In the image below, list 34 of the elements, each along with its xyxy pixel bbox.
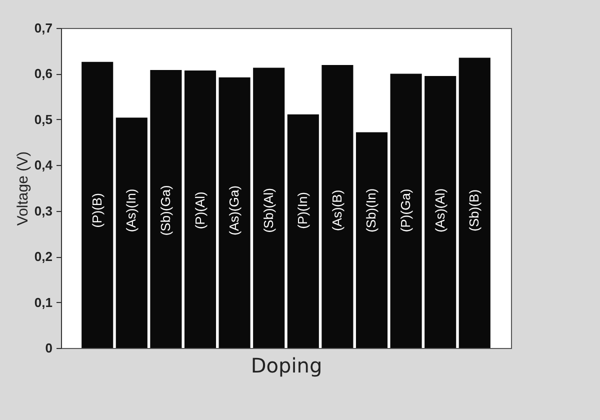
x-tick-label: (Sb)(Al)	[260, 188, 276, 233]
bar	[356, 132, 388, 348]
x-tick-label: (Sb)(Ga)	[158, 185, 173, 236]
y-tick-label: 0,1	[34, 294, 52, 310]
bar	[287, 114, 319, 348]
x-tick-label: (P)(B)	[89, 193, 104, 228]
y-tick-label: 0	[45, 340, 52, 356]
y-tick-label: 0,6	[34, 66, 52, 82]
y-tick-label: 0,4	[34, 158, 54, 173]
x-tick-label: (Sb)(B)	[466, 189, 482, 232]
x-tick-label: (P)(Al)	[192, 192, 208, 230]
x-tick-label: (As)(B)	[329, 190, 344, 231]
bar	[458, 58, 490, 348]
bar	[116, 118, 148, 348]
y-tick-label: 0,5	[34, 112, 52, 127]
x-tick-label: (As)(Ga)	[226, 185, 242, 236]
bar	[150, 70, 182, 348]
x-tick-label: (P)(Ga)	[398, 188, 414, 232]
bar	[253, 68, 285, 348]
y-tick-label: 0,7	[34, 20, 52, 36]
x-tick-label: (P)(In)	[295, 192, 310, 229]
bar	[184, 70, 216, 348]
x-tick-label: (As)(Al)	[432, 188, 448, 232]
bar	[218, 77, 250, 348]
x-tick-label: (Sb)(In)	[364, 188, 379, 232]
bar	[424, 76, 456, 348]
y-axis-title: Voltage (V)	[14, 151, 32, 226]
bar	[322, 65, 354, 348]
y-tick-label: 0,2	[34, 249, 52, 264]
bar	[390, 74, 422, 348]
bar	[82, 62, 114, 348]
y-tick-label: 0,3	[34, 203, 52, 218]
x-axis-title: Doping	[250, 354, 322, 378]
x-tick-label: (As)(In)	[124, 188, 139, 232]
